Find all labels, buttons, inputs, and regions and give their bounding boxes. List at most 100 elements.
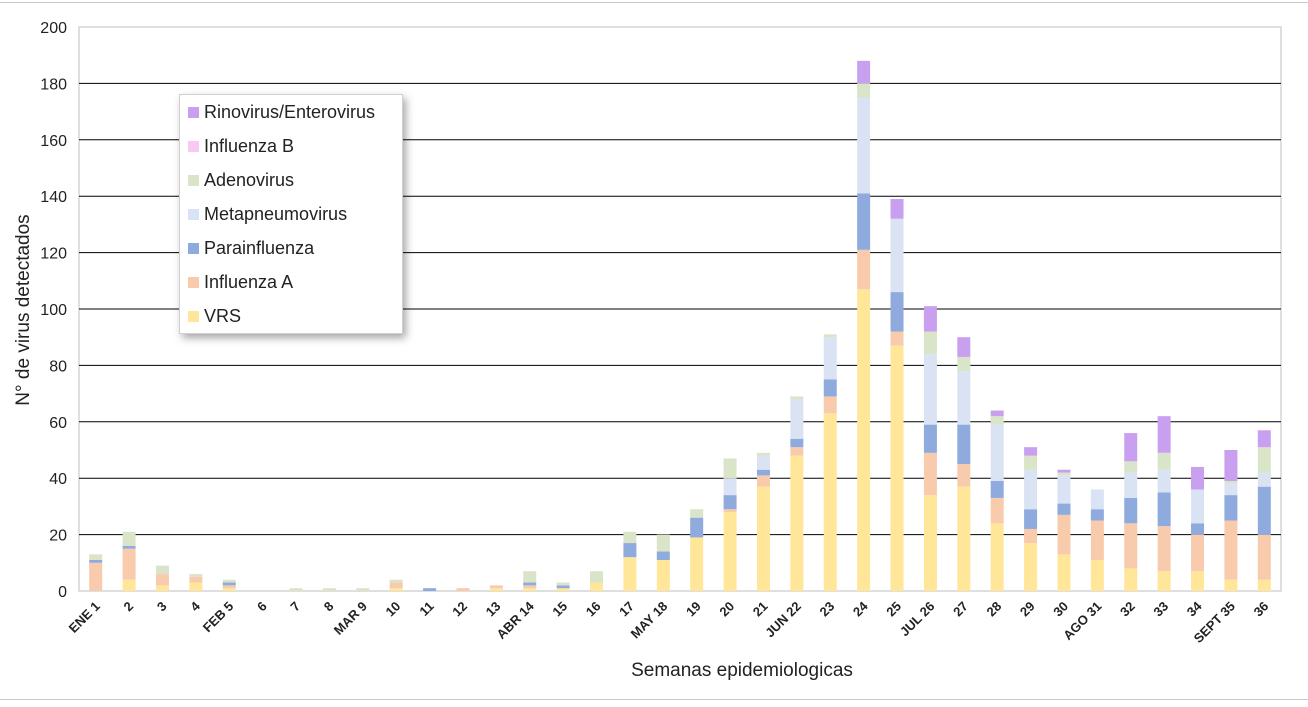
bar-segment [1057,514,1071,555]
bar-segment [1224,520,1238,580]
bar-segment [1257,486,1271,535]
bar-segment [990,424,1004,482]
x-tick-label: 23 [817,599,838,620]
bar-segment [122,579,136,591]
legend-label-parainfluenza: Parainfluenza [204,237,315,258]
bar-segment [823,413,837,591]
bar-segment [957,356,971,372]
bar-segment [122,545,136,549]
bar-segment [189,582,203,591]
legend: Rinovirus/Enterovirus Influenza B Adenov… [179,94,403,334]
bar-segment [489,585,503,589]
bar-segment [857,97,871,194]
bar-segment [756,455,770,470]
bar-segment [923,495,937,591]
bar-segment [556,585,570,589]
bar-segment [189,574,203,577]
x-tick-label: 2 [120,599,136,615]
x-tick-label: 21 [750,599,771,620]
bar-segment [89,559,103,563]
y-tick-labels: 0 20 40 60 80 100 120 140 160 180 200 [40,20,67,601]
x-tick-label: 29 [1017,599,1038,620]
bar-segment [1257,534,1271,580]
bar-segment [990,523,1004,591]
bar-segment [857,193,871,250]
bar-segment [289,588,303,591]
bar-segment [1157,571,1171,591]
bar-segment [656,534,670,552]
bar-segment [590,582,604,591]
bar-segment [723,512,737,591]
legend-swatch-metapneumovirus [188,208,199,220]
bar-segment [1191,523,1205,535]
bar-segment [1191,489,1205,524]
x-tick-label: MAR 9 [331,599,370,638]
bar-segment [89,562,103,591]
x-tick-label: JUN 22 [762,599,804,641]
x-tick-label: 33 [1150,599,1171,620]
bar-segment [957,337,971,357]
bar-segment [890,218,904,293]
x-tick-label: 4 [187,598,203,614]
bar-segment [857,60,871,84]
x-tick-label: 12 [449,599,470,620]
y-tick-label: 140 [40,189,67,206]
bar-segment [690,509,704,518]
bar-segment [723,478,737,496]
bar-segment [957,371,971,425]
legend-item-rinovirus: Rinovirus/Enterovirus [188,101,375,123]
x-axis-title: Semanas epidemiologicas [631,660,853,681]
bar-segment [1090,509,1104,521]
bar-segment [1157,526,1171,572]
bar-segment [1090,520,1104,560]
x-tick-label: 24 [850,598,871,619]
bar-segment [1024,543,1038,591]
bar-segment [423,588,437,591]
bar-segment [1224,483,1238,496]
bar-segment [1191,466,1205,490]
bar-segment [957,464,971,487]
x-tick-label: JUL 26 [897,599,938,640]
bar-segment [923,424,937,453]
legend-item-vrs: VRS [188,305,241,327]
legend-swatch-adenovirus [188,174,199,186]
bar-segment [1024,509,1038,529]
bar-segment [489,588,503,591]
bar-segment [890,331,904,346]
legend-label-influenza-a: Influenza A [204,271,294,292]
y-tick-label: 160 [40,133,67,150]
x-tick-label: 8 [321,599,337,615]
x-tick-label: 10 [382,599,403,620]
bar-segment [890,345,904,591]
legend-label-adenovirus: Adenovirus [204,169,295,190]
bar-segment [1124,433,1138,462]
bar-segment [1191,571,1205,591]
y-tick-label: 20 [49,528,67,545]
x-tick-label: 25 [883,599,904,620]
legend-swatch-rinovirus [188,106,199,118]
bar-segment [890,292,904,332]
legend-item-influenza-a: Influenza A [188,271,293,293]
x-tick-label: 17 [616,599,637,620]
x-tick-label: 20 [716,599,737,620]
x-tick-label: 36 [1251,599,1272,620]
bar-segment [1124,568,1138,591]
y-tick-label: 0 [58,584,67,601]
legend-item-influenza-b: Influenza B [188,135,294,157]
x-tick-label: ABR 14 [494,598,538,642]
bar-segment [1157,416,1171,453]
bar-segment [756,469,770,476]
legend-swatch-influenza-a [188,276,199,288]
bar-segment [823,337,837,380]
bar-segment [222,585,236,589]
bar-segment [923,306,937,332]
bar-segment [1057,472,1071,476]
bar-segment [590,571,604,583]
bar-segment [456,588,470,591]
x-tick-label: 7 [287,599,303,615]
x-tick-label: FEB 5 [200,599,237,636]
bar-segment [890,199,904,219]
bar-segment [222,582,236,586]
bar-segment [957,486,971,591]
bar-segment [823,379,837,397]
